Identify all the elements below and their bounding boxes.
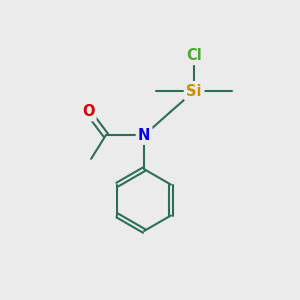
Text: N: N	[138, 128, 150, 143]
Text: Si: Si	[186, 84, 202, 99]
Text: Cl: Cl	[186, 48, 202, 63]
Text: O: O	[82, 104, 94, 119]
